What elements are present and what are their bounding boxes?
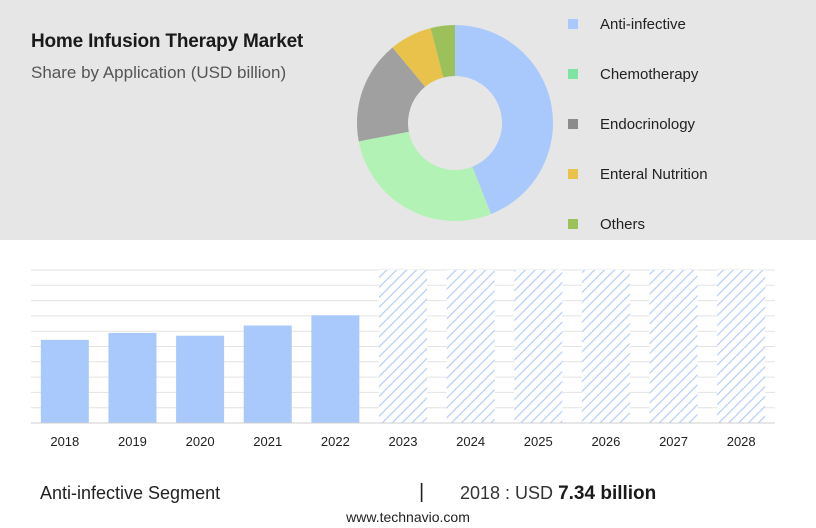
bar-2018 [40,339,89,423]
footer-divider: | [419,481,425,503]
legend-swatch-chemotherapy [568,69,578,79]
footer-segment-label: Anti-infective Segment [40,483,221,503]
legend-item-enteral-nutrition: Enteral Nutrition [568,162,808,186]
x-tick-label: 2026 [591,434,620,449]
donut-slice-enteral-nutrition [392,28,444,87]
forecast-bar-2027 [649,270,698,423]
donut-slice-endocrinology [357,47,426,142]
x-tick-label: 2028 [727,434,756,449]
legend-label-anti-infective: Anti-infective [600,15,686,33]
forecast-bar-2023 [379,270,427,423]
bar-chart: 2018 2019 2020 2021 2022 2023 2024 2025 2026 2027… [31,269,775,449]
legend-label-others: Others [600,215,646,233]
forecast-bar-2024 [446,270,495,423]
x-tick-label: 2020 [186,434,215,449]
x-tick-label: 2024 [456,434,485,449]
legend-label-enteral-nutrition: Enteral Nutrition [600,165,708,183]
donut-slice-chemotherapy [358,131,492,221]
bar-2020 [176,335,225,423]
legend-item-endocrinology: Endocrinology [568,112,808,136]
donut-slice-others [430,25,455,78]
legend-label-chemotherapy: Chemotherapy [600,65,699,83]
x-tick-label: 2021 [253,434,282,449]
forecast-bar-2026 [581,270,630,423]
x-tick-label: 2022 [321,434,350,449]
chart-subtitle: Share by Application (USD billion) [31,63,287,82]
donut-chart [357,25,554,221]
x-tick-label: 2025 [524,434,553,449]
footer-value: 2018 : USD 7.34 billion [460,483,656,505]
forecast-bar-2028 [717,270,766,423]
legend-item-others: Others [568,212,808,236]
bar-2021 [243,325,292,423]
legend-swatch-endocrinology [568,119,578,129]
x-tick-label: 2023 [389,434,418,449]
x-tick-label: 2019 [118,434,147,449]
legend-item-anti-infective: Anti-infective [568,12,808,36]
x-tick-label: 2018 [50,434,79,449]
legend-item-chemotherapy: Chemotherapy [568,62,808,86]
bar-2022 [311,315,360,423]
bar-2019 [108,332,157,423]
legend-label-endocrinology: Endocrinology [600,115,696,133]
x-tick-label: 2027 [659,434,688,449]
legend-swatch-anti-infective [568,19,578,29]
footer-year-label: 2018 : USD [460,483,554,503]
donut-slice-anti-infective [455,25,554,215]
chart-title: Home Infusion Therapy Market [31,31,304,52]
legend-swatch-others [568,219,578,229]
website-link[interactable]: www.technavio.com [346,509,470,525]
legend-swatch-enteral-nutrition [568,169,578,179]
forecast-bar-2025 [514,270,563,423]
footer-amount: 7.34 billion [558,483,657,504]
